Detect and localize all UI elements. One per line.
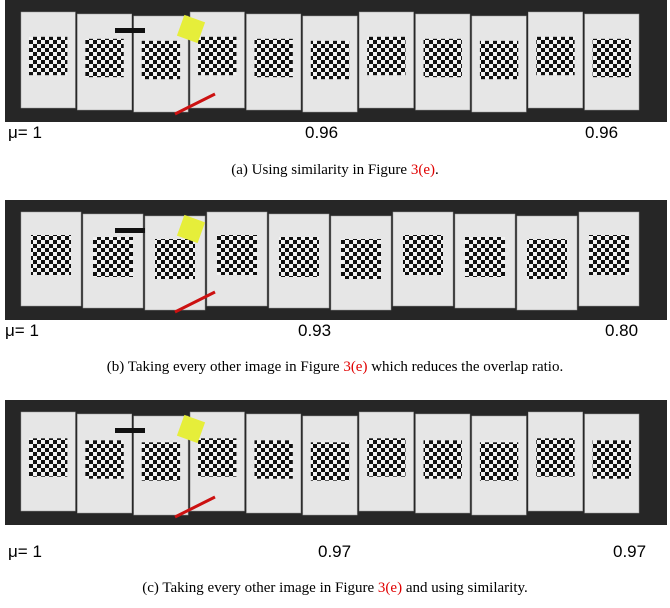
checkerboard — [589, 235, 629, 275]
checkerboard — [279, 237, 319, 277]
checkerboard — [536, 36, 575, 76]
mu-label: 0.93 — [298, 321, 332, 340]
marker — [115, 28, 145, 33]
mu-label: 0.97 — [613, 542, 647, 561]
marker — [115, 228, 145, 233]
mu-label: μ= 1 — [8, 542, 42, 561]
yellow-note — [176, 14, 206, 44]
mu-label: 0.80 — [605, 321, 639, 340]
checkerboard — [29, 36, 68, 76]
checkerboard — [527, 239, 567, 279]
yellow-note — [176, 414, 206, 444]
checkerboard — [367, 36, 406, 76]
marker — [115, 428, 145, 433]
checkerboard — [198, 36, 237, 76]
mu-label: 0.96 — [305, 123, 339, 142]
checkerboard — [31, 235, 71, 275]
caption-tag: (c) — [142, 580, 159, 596]
checkerboard — [310, 40, 350, 80]
caption: (c) Taking every other image in Figure 3… — [0, 580, 670, 597]
checkerboard — [141, 442, 181, 481]
caption-text: Taking every other image in Figure — [127, 359, 340, 375]
checkerboard — [85, 38, 124, 78]
red-pen — [174, 290, 216, 314]
mu-label: μ= 1 — [8, 123, 42, 142]
panorama-image — [5, 200, 667, 320]
checkerboard — [254, 440, 293, 479]
checkerboard — [403, 235, 443, 275]
subfigure: μ= 1 0.97 0.97 (c) Taking every other image… — [0, 400, 670, 600]
checkerboard — [141, 40, 181, 80]
red-pen — [174, 495, 216, 519]
caption-text: . — [434, 162, 439, 178]
red-pen — [174, 92, 216, 116]
caption-text: Taking every other image in Figure — [162, 580, 375, 596]
checkerboard — [198, 438, 237, 477]
checkerboard — [423, 38, 462, 78]
checkerboard — [465, 237, 505, 277]
checkerboard — [254, 38, 293, 78]
checkerboard — [217, 235, 257, 275]
mu-label: μ= 1 — [5, 321, 39, 340]
caption-tag: (b) — [106, 359, 125, 375]
checkerboard — [479, 442, 519, 481]
figure-ref: 3(e) — [343, 359, 368, 375]
mu-label: 0.96 — [585, 123, 619, 142]
checkerboard — [310, 442, 350, 481]
caption-text: which reduces the overlap ratio. — [371, 359, 564, 375]
checkerboard — [85, 440, 124, 479]
caption: (b) Taking every other image in Figure 3… — [0, 359, 670, 376]
mu-label: 0.97 — [318, 542, 352, 561]
checkerboard — [341, 239, 381, 279]
checkerboard — [423, 440, 462, 479]
checkerboard — [29, 438, 68, 477]
yellow-note — [176, 214, 206, 244]
figure-ref: 3(e) — [410, 162, 435, 178]
subfigure: μ= 1 0.93 0.80 (b) Taking every other image… — [0, 200, 670, 400]
checkerboard — [93, 237, 133, 277]
panorama-image — [5, 400, 667, 525]
checkerboard — [479, 40, 519, 80]
checkerboard — [592, 440, 631, 479]
caption: (a) Using similarity in Figure 3(e). — [0, 162, 670, 179]
subfigure: μ= 1 0.96 0.96 (a) Using similarity in Figu… — [0, 0, 670, 200]
checkerboard — [155, 239, 195, 279]
checkerboard — [536, 438, 575, 477]
panorama-image — [5, 0, 667, 122]
checkerboard — [592, 38, 631, 78]
caption-text: and using similarity. — [405, 580, 528, 596]
caption-text: Using similarity in Figure — [251, 162, 408, 178]
figure-ref: 3(e) — [377, 580, 403, 596]
checkerboard — [367, 438, 406, 477]
caption-tag: (a) — [231, 162, 248, 178]
